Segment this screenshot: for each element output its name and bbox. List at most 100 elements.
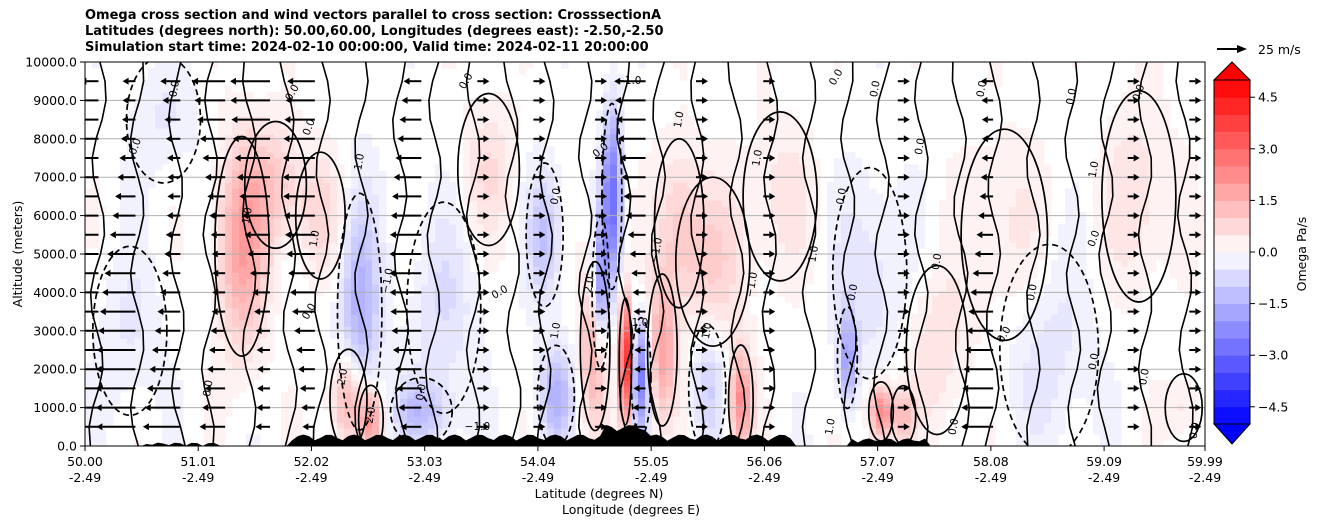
omega-cell: [785, 176, 793, 183]
omega-cell: [316, 164, 324, 171]
omega-cell: [316, 128, 324, 135]
omega-cell: [750, 236, 758, 243]
omega-cell: [575, 344, 583, 351]
omega-cell: [575, 272, 583, 279]
omega-cell: [750, 260, 758, 267]
omega-cell: [659, 362, 667, 369]
omega-cell: [365, 248, 373, 255]
omega-cell: [603, 128, 611, 135]
omega-cell: [232, 140, 240, 147]
omega-cell: [442, 302, 450, 309]
omega-cell: [778, 224, 786, 231]
omega-cell: [267, 98, 275, 105]
omega-cell: [757, 380, 765, 387]
omega-cell: [183, 128, 191, 135]
omega-cell: [232, 254, 240, 261]
omega-cell: [519, 194, 527, 201]
omega-cell: [890, 308, 898, 315]
omega-cell: [911, 314, 919, 321]
omega-cell: [330, 176, 338, 183]
omega-cell: [309, 188, 317, 195]
omega-cell: [757, 134, 765, 141]
omega-cell: [337, 170, 345, 177]
omega-cell: [435, 368, 443, 375]
omega-cell: [708, 200, 716, 207]
omega-cell: [134, 350, 142, 357]
omega-cell: [743, 320, 751, 327]
omega-cell: [302, 266, 310, 273]
omega-cell: [246, 290, 254, 297]
omega-cell: [344, 266, 352, 273]
omega-cell: [176, 68, 184, 75]
omega-cell: [470, 362, 478, 369]
omega-cell: [946, 158, 954, 165]
omega-cell: [855, 392, 863, 399]
omega-cell: [407, 296, 415, 303]
omega-cell: [589, 386, 597, 393]
omega-cell: [239, 380, 247, 387]
omega-cell: [603, 104, 611, 111]
omega-cell: [925, 344, 933, 351]
omega-cell: [764, 134, 772, 141]
omega-cell: [701, 260, 709, 267]
omega-cell: [806, 164, 814, 171]
omega-cell: [141, 254, 149, 261]
omega-cell: [680, 194, 688, 201]
omega-cell: [680, 98, 688, 105]
omega-cell: [533, 158, 541, 165]
omega-cell: [141, 128, 149, 135]
omega-cell: [260, 344, 268, 351]
omega-cell: [260, 326, 268, 333]
omega-cell: [337, 188, 345, 195]
omega-cell: [463, 128, 471, 135]
omega-cell: [169, 68, 177, 75]
omega-cell: [848, 332, 856, 339]
omega-cell: [701, 170, 709, 177]
omega-cell: [624, 380, 632, 387]
omega-cell: [778, 248, 786, 255]
omega-cell: [246, 344, 254, 351]
omega-cell: [470, 410, 478, 417]
omega-cell: [330, 248, 338, 255]
omega-cell: [547, 356, 555, 363]
omega-cell: [694, 272, 702, 279]
chart-title-line-1: Omega cross section and wind vectors par…: [85, 8, 662, 23]
omega-cell: [785, 200, 793, 207]
omega-cell: [365, 398, 373, 405]
omega-cell: [778, 200, 786, 207]
omega-cell: [351, 206, 359, 213]
omega-cell: [743, 188, 751, 195]
omega-cell: [428, 278, 436, 285]
omega-cell: [764, 68, 772, 75]
omega-cell: [624, 410, 632, 417]
omega-cell: [589, 188, 597, 195]
omega-cell: [92, 224, 100, 231]
omega-cell: [806, 224, 814, 231]
omega-cell: [925, 386, 933, 393]
omega-cell: [232, 176, 240, 183]
omega-cell: [365, 152, 373, 159]
omega-cell: [456, 284, 464, 291]
omega-cell: [463, 308, 471, 315]
omega-cell: [113, 278, 121, 285]
omega-cell: [939, 350, 947, 357]
omega-cell: [225, 188, 233, 195]
omega-cell: [260, 104, 268, 111]
omega-cell: [148, 260, 156, 267]
omega-cell: [932, 326, 940, 333]
omega-cell: [421, 356, 429, 363]
omega-cell: [617, 296, 625, 303]
omega-cell: [246, 266, 254, 273]
omega-cell: [491, 110, 499, 117]
omega-cell: [526, 284, 534, 291]
omega-cell: [330, 422, 338, 429]
omega-cell: [652, 368, 660, 375]
omega-cell: [246, 302, 254, 309]
omega-cell: [652, 350, 660, 357]
omega-cell: [659, 338, 667, 345]
omega-cell: [155, 122, 163, 129]
omega-cell: [407, 344, 415, 351]
omega-cell: [715, 182, 723, 189]
omega-cell: [610, 92, 618, 99]
omega-cell: [169, 398, 177, 405]
